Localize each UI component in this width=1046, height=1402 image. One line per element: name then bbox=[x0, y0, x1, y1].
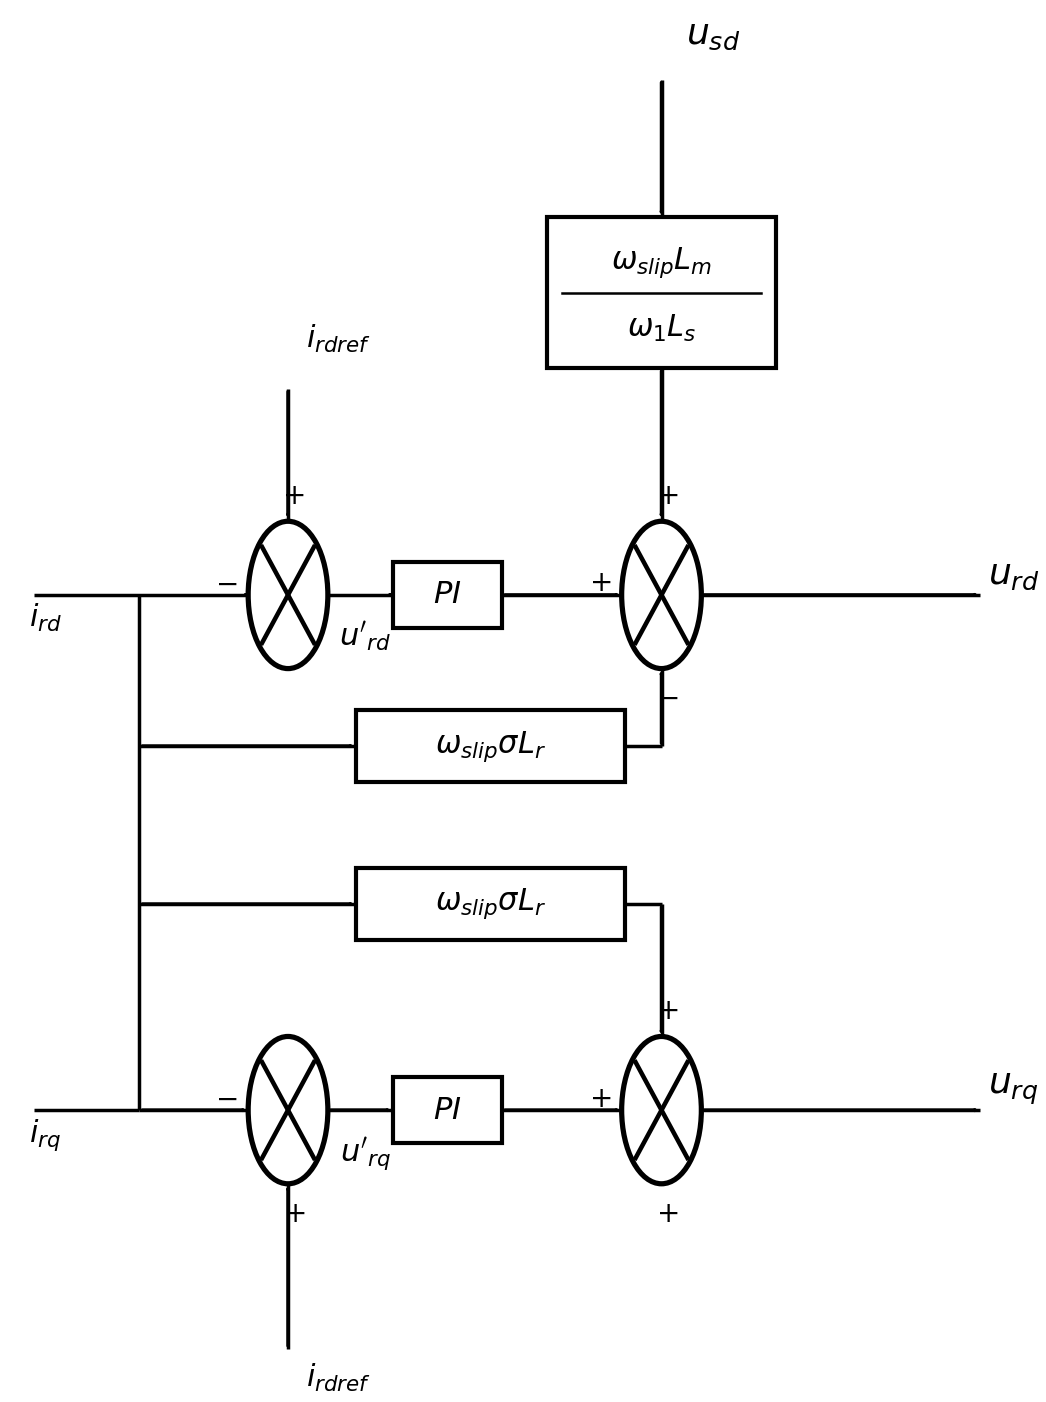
Text: $u_{rd}$: $u_{rd}$ bbox=[988, 558, 1040, 592]
Bar bbox=[356, 711, 624, 782]
Text: $u'_{rd}$: $u'_{rd}$ bbox=[339, 620, 391, 653]
Text: $PI$: $PI$ bbox=[433, 1095, 461, 1126]
Text: $\omega_{slip}\sigma L_r$: $\omega_{slip}\sigma L_r$ bbox=[435, 729, 546, 764]
Text: $u'_{rq}$: $u'_{rq}$ bbox=[340, 1134, 391, 1172]
Text: $i_{rq}$: $i_{rq}$ bbox=[29, 1117, 61, 1152]
Text: $u_{rq}$: $u_{rq}$ bbox=[988, 1073, 1039, 1108]
Text: $+$: $+$ bbox=[656, 484, 679, 510]
Text: $-$: $-$ bbox=[215, 571, 237, 597]
Text: $+$: $+$ bbox=[281, 484, 304, 510]
Text: $+$: $+$ bbox=[656, 1200, 679, 1228]
Bar bbox=[392, 562, 502, 628]
Text: $i_{rdref}$: $i_{rdref}$ bbox=[305, 1363, 371, 1395]
Text: $+$: $+$ bbox=[589, 1085, 611, 1113]
Text: $-$: $-$ bbox=[215, 1085, 237, 1113]
Text: $i_{rd}$: $i_{rd}$ bbox=[29, 601, 62, 634]
Text: $u_{sd}$: $u_{sd}$ bbox=[686, 18, 741, 52]
Text: $+$: $+$ bbox=[282, 1200, 305, 1228]
Text: $PI$: $PI$ bbox=[433, 579, 461, 610]
Text: $+$: $+$ bbox=[656, 998, 679, 1025]
Text: $i_{rdref}$: $i_{rdref}$ bbox=[305, 322, 371, 355]
Bar bbox=[356, 868, 624, 939]
Text: $\omega_{slip}\sigma L_r$: $\omega_{slip}\sigma L_r$ bbox=[435, 886, 546, 921]
Bar bbox=[547, 217, 776, 369]
Text: $-$: $-$ bbox=[656, 686, 679, 712]
Bar bbox=[392, 1077, 502, 1143]
Text: $\omega_{slip}L_m$: $\omega_{slip}L_m$ bbox=[611, 245, 712, 280]
Text: $\omega_1 L_s$: $\omega_1 L_s$ bbox=[627, 313, 697, 343]
Text: $+$: $+$ bbox=[589, 571, 611, 597]
